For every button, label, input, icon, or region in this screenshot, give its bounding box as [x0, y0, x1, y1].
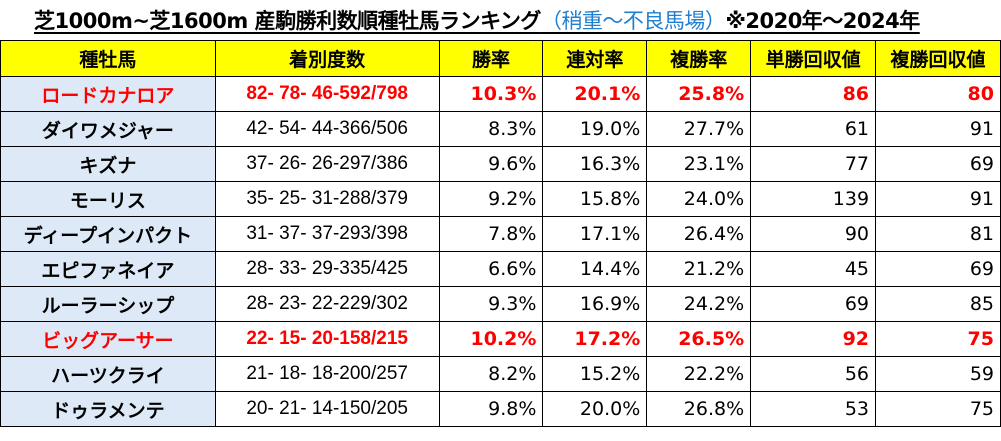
table-row: ロードカナロア 82- 78- 46-592/798 10.3% 20.1% 25.8%… [0, 76, 1001, 112]
cell-win-return: 45 [750, 251, 877, 287]
cell-place-return: 75 [875, 321, 1001, 357]
column-header-quinella-rate: 連対率 [542, 40, 648, 77]
cell-place-rate: 26.4% [646, 216, 752, 252]
cell-record: 28- 33- 29-335/425 [214, 251, 440, 287]
cell-place-return: 81 [875, 216, 1001, 252]
cell-win-rate: 9.6% [438, 146, 544, 182]
cell-place-return: 85 [875, 286, 1001, 322]
cell-sire: モーリス [0, 181, 216, 217]
column-header-place-rate: 複勝率 [646, 40, 752, 77]
column-header-place-return: 複勝回収値 [875, 40, 1001, 77]
column-header-win-rate: 勝率 [438, 40, 544, 77]
cell-quinella-rate: 16.9% [542, 286, 648, 322]
table-row: ダイワメジャー 42- 54- 44-366/506 8.3% 19.0% 27.7% 6… [0, 111, 1001, 147]
cell-quinella-rate: 19.0% [542, 111, 648, 147]
cell-sire: ドゥラメンテ [0, 391, 216, 427]
cell-win-rate: 10.3% [438, 76, 544, 112]
cell-win-return: 53 [750, 391, 877, 427]
cell-record: 37- 26- 26-297/386 [214, 146, 440, 182]
title-main: 芝1000m~芝1600m 産駒勝利数順種牡馬ランキング [34, 9, 541, 33]
table-row: モーリス 35- 25- 31-288/379 9.2% 15.8% 24.0% 139 9… [0, 181, 1001, 217]
cell-win-return: 139 [750, 181, 877, 217]
cell-quinella-rate: 20.0% [542, 391, 648, 427]
cell-place-return: 91 [875, 181, 1001, 217]
cell-win-return: 56 [750, 356, 877, 392]
cell-quinella-rate: 17.1% [542, 216, 648, 252]
cell-sire: ダイワメジャー [0, 111, 216, 147]
cell-win-return: 86 [750, 76, 877, 112]
cell-place-return: 69 [875, 251, 1001, 287]
cell-record: 20- 21- 14-150/205 [214, 391, 440, 427]
title-condition: （稍重～不良馬場） [540, 9, 726, 33]
cell-win-rate: 8.3% [438, 111, 544, 147]
cell-sire: キズナ [0, 146, 216, 182]
cell-place-rate: 26.5% [646, 321, 752, 357]
cell-place-rate: 24.2% [646, 286, 752, 322]
table-row: ビッグアーサー 22- 15- 20-158/215 10.2% 17.2% 26.5%… [0, 321, 1001, 357]
table-row: ディープインパクト 31- 37- 37-293/398 7.8% 17.1% 26.4… [0, 216, 1001, 252]
cell-win-rate: 8.2% [438, 356, 544, 392]
column-header-sire: 種牡馬 [0, 40, 216, 77]
page-title: 芝1000m~芝1600m 産駒勝利数順種牡馬ランキング（稍重～不良馬場）※20… [34, 6, 920, 38]
cell-record: 35- 25- 31-288/379 [214, 181, 440, 217]
cell-place-return: 80 [875, 76, 1001, 112]
cell-win-return: 61 [750, 111, 877, 147]
table-row: エピファネイア 28- 33- 29-335/425 6.6% 14.4% 21.2% 4… [0, 251, 1001, 287]
cell-win-return: 92 [750, 321, 877, 357]
cell-quinella-rate: 15.2% [542, 356, 648, 392]
cell-record: 22- 15- 20-158/215 [214, 321, 440, 357]
cell-place-rate: 22.2% [646, 356, 752, 392]
table-row: ハーツクライ 21- 18- 18-200/257 8.2% 15.2% 22.2% 56… [0, 356, 1001, 392]
cell-place-rate: 24.0% [646, 181, 752, 217]
cell-win-rate: 9.8% [438, 391, 544, 427]
column-header-win-return: 単勝回収値 [750, 40, 877, 77]
sire-ranking-table: 種牡馬 着別度数 勝率 連対率 複勝率 単勝回収値 複勝回収値 ロードカナロア 82- 78-… [0, 40, 1001, 427]
cell-place-rate: 26.8% [646, 391, 752, 427]
cell-sire: ビッグアーサー [0, 321, 216, 357]
cell-quinella-rate: 20.1% [542, 76, 648, 112]
cell-record: 31- 37- 37-293/398 [214, 216, 440, 252]
cell-place-return: 69 [875, 146, 1001, 182]
cell-place-return: 59 [875, 356, 1001, 392]
cell-sire: ロードカナロア [0, 76, 216, 112]
cell-record: 82- 78- 46-592/798 [214, 76, 440, 112]
cell-win-return: 69 [750, 286, 877, 322]
cell-record: 28- 23- 22-229/302 [214, 286, 440, 322]
cell-quinella-rate: 14.4% [542, 251, 648, 287]
title-period: ※2020年～2024年 [725, 9, 920, 33]
cell-win-return: 77 [750, 146, 877, 182]
cell-sire: ルーラーシップ [0, 286, 216, 322]
cell-place-rate: 23.1% [646, 146, 752, 182]
cell-win-rate: 9.2% [438, 181, 544, 217]
cell-win-rate: 7.8% [438, 216, 544, 252]
cell-sire: エピファネイア [0, 251, 216, 287]
cell-place-rate: 27.7% [646, 111, 752, 147]
cell-win-rate: 6.6% [438, 251, 544, 287]
cell-sire: ディープインパクト [0, 216, 216, 252]
column-header-record: 着別度数 [214, 40, 440, 77]
cell-place-rate: 21.2% [646, 251, 752, 287]
cell-place-rate: 25.8% [646, 76, 752, 112]
table-row: ドゥラメンテ 20- 21- 14-150/205 9.8% 20.0% 26.8% 53… [0, 391, 1001, 427]
cell-win-return: 90 [750, 216, 877, 252]
cell-place-return: 91 [875, 111, 1001, 147]
header-row: 種牡馬 着別度数 勝率 連対率 複勝率 単勝回収値 複勝回収値 [0, 40, 1001, 77]
cell-win-rate: 9.3% [438, 286, 544, 322]
table-row: ルーラーシップ 28- 23- 22-229/302 9.3% 16.9% 24.2% 6… [0, 286, 1001, 322]
cell-record: 21- 18- 18-200/257 [214, 356, 440, 392]
cell-win-rate: 10.2% [438, 321, 544, 357]
cell-record: 42- 54- 44-366/506 [214, 111, 440, 147]
cell-place-return: 75 [875, 391, 1001, 427]
cell-quinella-rate: 15.8% [542, 181, 648, 217]
cell-sire: ハーツクライ [0, 356, 216, 392]
cell-quinella-rate: 17.2% [542, 321, 648, 357]
table-row: キズナ 37- 26- 26-297/386 9.6% 16.3% 23.1% 77 69 [0, 146, 1001, 182]
cell-quinella-rate: 16.3% [542, 146, 648, 182]
